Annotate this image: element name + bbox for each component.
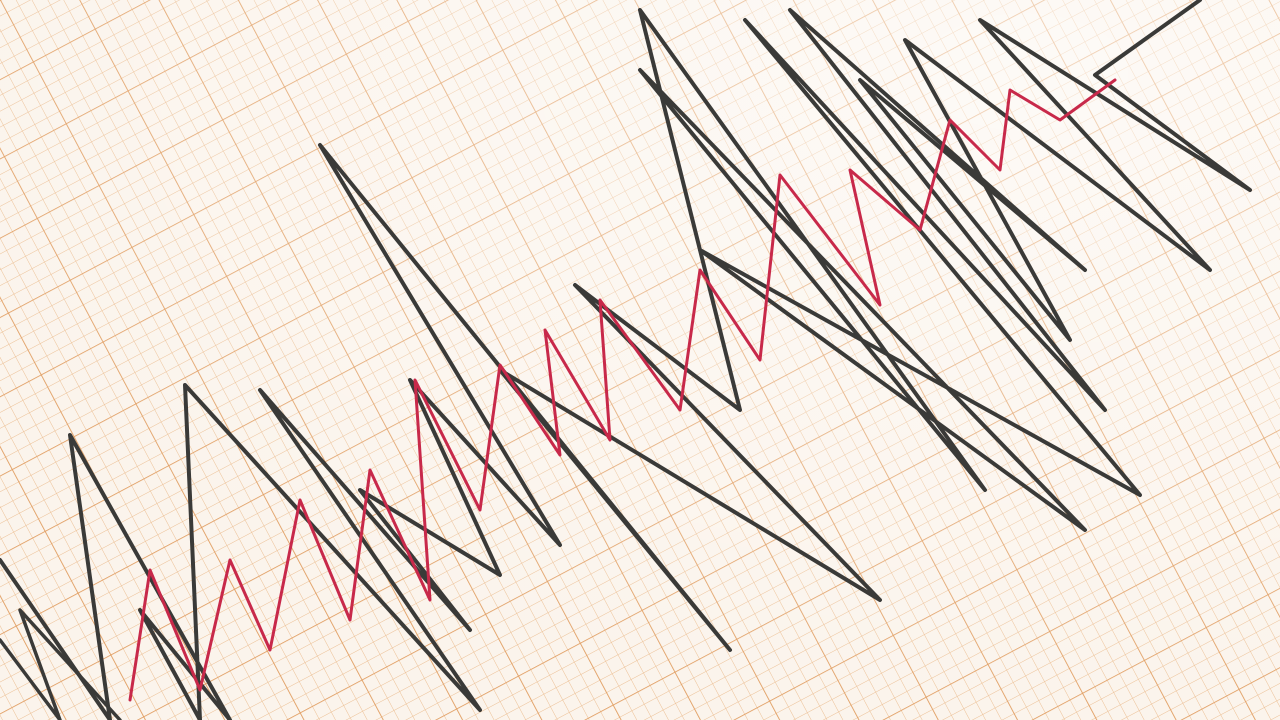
seismograph-trace-black xyxy=(0,0,1252,720)
seismograph-trace-black-edge xyxy=(0,608,122,720)
seismograph-trace-red xyxy=(128,78,1117,702)
